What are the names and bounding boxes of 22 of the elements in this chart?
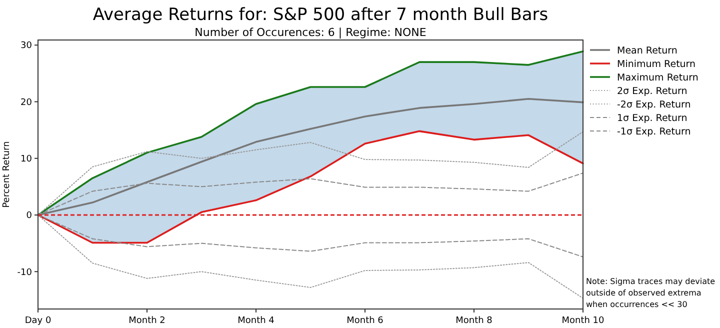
legend-label: Minimum Return	[617, 58, 696, 70]
legend-label: 2σ Exp. Return	[617, 86, 688, 97]
text: Note: Sigma traces may deviate outside of observed extrema when occurrences << 30	[586, 277, 716, 309]
x-tick-label: Day 0	[24, 316, 52, 326]
y-tick-label: 30	[20, 41, 32, 52]
x-tick-label: Month 10	[562, 316, 605, 326]
y-axis-title: Percent Return	[2, 141, 12, 208]
legend-label: 1σ Exp. Return	[617, 112, 688, 124]
x-tick-label: Month 8	[456, 316, 493, 326]
chart-subtitle: Number of Occurences: 6 | Regime: NONE	[194, 26, 426, 39]
legend-label: Maximum Return	[617, 72, 698, 84]
y-tick-label: 0	[26, 211, 32, 222]
x-tick-label: Month 6	[346, 316, 384, 326]
y-tick-label: 10	[20, 154, 32, 165]
x-tick-label: Month 4	[238, 316, 275, 326]
chart-title: Average Returns for: S&P 500 after 7 month Bull Bars	[92, 5, 548, 25]
legend-label: Mean Return	[617, 45, 678, 56]
legend-label: -1σ Exp. Return	[617, 126, 691, 138]
x-tick-label: Month 2	[128, 316, 166, 326]
y-tick-label: 20	[20, 98, 32, 108]
legend-label: -2σ Exp. Return	[617, 99, 691, 110]
y-tick-label: -10	[17, 268, 32, 278]
